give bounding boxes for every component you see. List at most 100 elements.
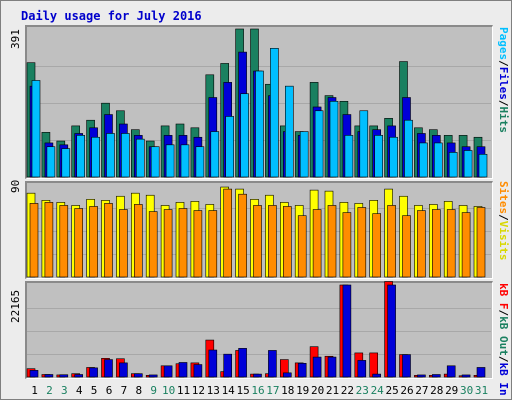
pages-bar <box>299 131 309 178</box>
pages-bar <box>240 93 249 178</box>
kb-out-bar <box>461 374 471 378</box>
kb-out-bar <box>74 374 83 378</box>
pages-bar <box>180 144 190 178</box>
kb-out-bar <box>104 359 113 378</box>
kb-out-bar <box>446 365 456 378</box>
kb-out-bar <box>238 348 247 378</box>
day-label: 12 <box>192 384 205 397</box>
day-label: 23 <box>356 384 369 397</box>
day-label: 1 <box>31 384 38 397</box>
sites-bar <box>238 193 247 278</box>
pages-bar <box>225 116 234 178</box>
day-label: 20 <box>311 384 324 397</box>
sites-bar <box>163 209 173 278</box>
pages-bar <box>433 142 443 178</box>
pages-bar <box>165 144 175 178</box>
sites-bar <box>268 205 277 278</box>
kb-out-bar <box>297 363 307 378</box>
day-label: 9 <box>150 384 157 397</box>
day-label: 6 <box>106 384 113 397</box>
pages-bar <box>106 133 115 178</box>
kb-out-bar <box>431 374 441 378</box>
kb-f-bar <box>369 352 379 378</box>
day-label: 22 <box>341 384 354 397</box>
kb-out-bar <box>193 364 203 378</box>
pages-bar <box>255 70 264 178</box>
day-label: 25 <box>385 384 398 397</box>
kb-out-bar <box>282 372 292 378</box>
kb-out-bar <box>372 373 382 378</box>
pages-bar <box>463 150 473 178</box>
kb-out-bar <box>178 362 188 378</box>
sites-bar <box>29 203 39 278</box>
pages-bar <box>31 80 41 178</box>
day-label: 15 <box>236 384 249 397</box>
kb-out-bar <box>119 362 128 378</box>
sites-bar <box>357 207 367 278</box>
sites-bar <box>178 208 188 278</box>
kb-out-bar <box>342 284 352 378</box>
day-label: 7 <box>121 384 128 397</box>
pages-bar <box>359 110 369 178</box>
kb-out-bar <box>253 373 262 378</box>
pages-bar <box>46 146 56 178</box>
pages-bar <box>389 136 398 178</box>
sites-bar <box>297 215 307 278</box>
pages-bar <box>150 146 160 178</box>
sites-bar <box>327 205 337 278</box>
sites-bar <box>372 213 382 278</box>
kb-out-bar <box>29 370 39 378</box>
day-label: 21 <box>326 384 339 397</box>
kb-out-bar <box>417 374 426 378</box>
day-label: 2 <box>46 384 53 397</box>
pages-bar <box>329 100 339 178</box>
day-label: 18 <box>281 384 294 397</box>
sites-bar <box>208 210 218 278</box>
day-label: 24 <box>371 384 385 397</box>
sites-bar <box>387 205 396 278</box>
kb-out-bar <box>476 367 486 378</box>
kb-out-bar <box>223 353 232 378</box>
pages-bar <box>448 152 458 178</box>
chart-title: Daily usage for July 2016 <box>21 9 202 23</box>
pages-bar <box>195 146 205 178</box>
kb-out-bar <box>268 350 277 378</box>
sites-bar <box>461 212 471 278</box>
pages-bar <box>284 85 294 178</box>
pages-bar <box>478 153 488 178</box>
day-label: 10 <box>162 384 175 397</box>
kb-out-bar <box>208 349 218 378</box>
kb-out-bar <box>387 284 396 378</box>
sites-bar <box>476 207 486 278</box>
day-label: 5 <box>91 384 98 397</box>
pages-bar <box>210 131 220 178</box>
sites-bar <box>119 209 128 278</box>
day-label: 27 <box>415 384 428 397</box>
sites-bar <box>44 202 54 278</box>
pages-bar <box>314 110 324 178</box>
day-label: 3 <box>61 384 68 397</box>
day-label: 31 <box>475 384 488 397</box>
sites-bar <box>417 210 426 278</box>
sites-bar <box>74 208 83 278</box>
sites-bar <box>402 215 411 278</box>
day-label: 11 <box>177 384 190 397</box>
pages-bar <box>136 138 145 178</box>
pages-bar <box>76 135 85 178</box>
kb-out-bar <box>312 356 322 378</box>
kb-out-bar <box>134 373 143 378</box>
day-label: 4 <box>76 384 83 397</box>
day-label: 13 <box>207 384 220 397</box>
sites-bar <box>312 209 322 278</box>
kb-out-bar <box>327 356 337 378</box>
day-label: 30 <box>460 384 473 397</box>
kb-out-bar <box>89 367 98 378</box>
day-label: 28 <box>430 384 443 397</box>
day-label: 14 <box>222 384 236 397</box>
kb-out-bar <box>59 374 69 378</box>
kb-out-bar <box>357 360 367 378</box>
pages-bar <box>91 136 100 178</box>
day-label: 29 <box>445 384 458 397</box>
